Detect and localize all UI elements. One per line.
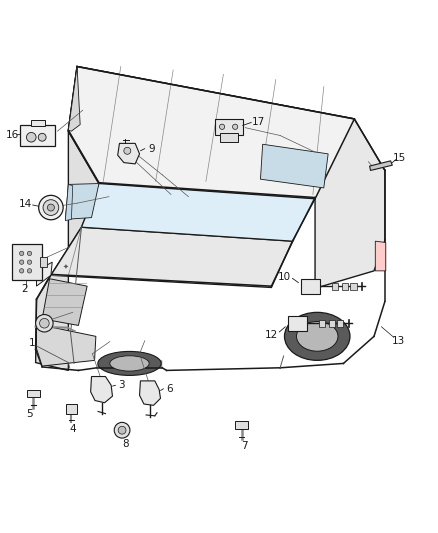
Text: 10: 10 (278, 271, 291, 281)
Circle shape (39, 318, 49, 328)
Polygon shape (68, 67, 385, 288)
Text: 17: 17 (252, 117, 265, 127)
Polygon shape (35, 131, 99, 370)
Text: 2: 2 (21, 284, 28, 294)
Text: 12: 12 (265, 330, 278, 341)
Polygon shape (261, 144, 328, 188)
Circle shape (39, 195, 63, 220)
FancyBboxPatch shape (332, 282, 338, 289)
Text: 5: 5 (27, 409, 33, 418)
FancyBboxPatch shape (288, 316, 307, 330)
Text: 6: 6 (166, 384, 173, 394)
Circle shape (26, 133, 36, 142)
FancyBboxPatch shape (215, 119, 243, 135)
Circle shape (38, 133, 46, 141)
Polygon shape (68, 67, 354, 199)
Text: 4: 4 (70, 424, 77, 434)
Polygon shape (91, 376, 113, 403)
Polygon shape (68, 67, 80, 131)
FancyBboxPatch shape (337, 320, 343, 327)
Circle shape (27, 260, 32, 264)
Polygon shape (36, 324, 96, 366)
FancyBboxPatch shape (350, 282, 357, 289)
Text: 16: 16 (6, 130, 19, 140)
Circle shape (118, 426, 126, 434)
FancyBboxPatch shape (220, 133, 238, 142)
Polygon shape (81, 183, 315, 241)
Text: 8: 8 (122, 439, 129, 449)
Text: ✦: ✦ (62, 263, 68, 270)
Ellipse shape (285, 312, 350, 360)
FancyBboxPatch shape (301, 279, 320, 294)
Ellipse shape (98, 351, 161, 375)
Circle shape (27, 269, 32, 273)
Circle shape (124, 147, 131, 154)
Circle shape (19, 251, 24, 256)
Text: 14: 14 (19, 199, 32, 209)
Polygon shape (118, 143, 140, 164)
Polygon shape (65, 184, 73, 221)
FancyBboxPatch shape (66, 404, 77, 414)
Polygon shape (97, 356, 162, 368)
Text: 15: 15 (393, 153, 406, 163)
Circle shape (114, 422, 130, 438)
Polygon shape (51, 227, 292, 287)
FancyBboxPatch shape (31, 120, 45, 126)
Polygon shape (36, 262, 52, 286)
Circle shape (35, 314, 53, 332)
Text: 7: 7 (241, 441, 247, 451)
FancyBboxPatch shape (318, 320, 325, 327)
Text: 1: 1 (29, 338, 36, 349)
FancyBboxPatch shape (235, 421, 248, 430)
Text: 3: 3 (118, 380, 124, 390)
Polygon shape (140, 381, 160, 405)
FancyBboxPatch shape (20, 125, 55, 146)
Circle shape (219, 124, 225, 130)
FancyBboxPatch shape (40, 257, 46, 267)
FancyBboxPatch shape (328, 320, 335, 327)
Polygon shape (42, 279, 87, 326)
Circle shape (233, 124, 238, 130)
Ellipse shape (110, 356, 149, 371)
Circle shape (19, 269, 24, 273)
Circle shape (27, 251, 32, 256)
Polygon shape (65, 183, 99, 220)
Circle shape (47, 204, 54, 211)
Text: 9: 9 (148, 143, 155, 154)
FancyBboxPatch shape (342, 282, 348, 289)
Polygon shape (375, 241, 386, 271)
Polygon shape (370, 161, 392, 171)
FancyBboxPatch shape (12, 244, 42, 280)
Circle shape (19, 260, 24, 264)
Text: 13: 13 (392, 336, 405, 346)
FancyBboxPatch shape (27, 391, 40, 398)
Ellipse shape (297, 321, 338, 351)
Circle shape (43, 200, 59, 215)
